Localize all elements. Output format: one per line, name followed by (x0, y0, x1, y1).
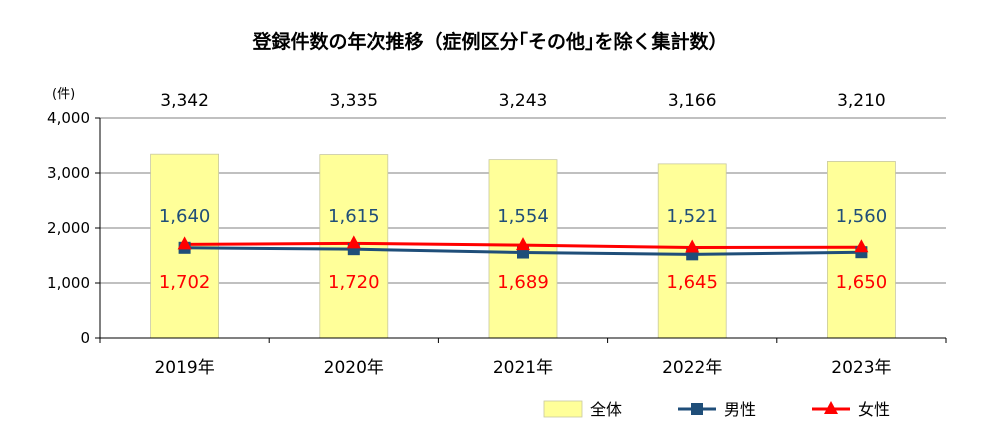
data-label-total: 3,166 (668, 91, 717, 111)
data-label-female: 1,689 (497, 272, 549, 293)
chart-title: 登録件数の年次推移（症例区分｢その他｣を除く集計数） (251, 30, 727, 53)
data-label-male: 1,554 (497, 206, 549, 227)
data-label-female: 1,720 (328, 272, 380, 293)
legend-label-female: 女性 (858, 400, 890, 419)
x-category-label: 2020年 (324, 358, 384, 378)
marker-female (516, 237, 530, 251)
data-label-total: 3,243 (499, 91, 548, 111)
legend-label-male: 男性 (724, 400, 756, 419)
x-category-label: 2021年 (493, 358, 553, 378)
marker-female (177, 236, 192, 250)
y-tick-label: 4,000 (47, 109, 90, 127)
legend-marker-male (691, 403, 703, 415)
y-tick-label: 2,000 (47, 219, 90, 237)
y-axis-unit-label: (件) (52, 87, 75, 102)
data-label-male: 1,615 (328, 206, 380, 227)
marker-female (346, 235, 361, 249)
legend-marker-female (824, 401, 838, 414)
data-label-total: 3,335 (329, 91, 378, 111)
y-tick-label: 0 (80, 329, 90, 347)
data-label-male: 1,640 (159, 206, 211, 227)
series-lines (177, 235, 869, 261)
y-tick-label: 1,000 (47, 274, 90, 292)
marker-female (854, 239, 869, 253)
y-tick-labels: 0 1,000 2,000 3,000 4,000 (47, 109, 90, 347)
x-category-label: 2023年 (831, 358, 891, 378)
data-label-female: 1,702 (159, 272, 211, 293)
legend-label-total: 全体 (590, 400, 622, 419)
data-label-total: 3,342 (160, 91, 209, 111)
data-label-total: 3,210 (837, 91, 886, 111)
marker-female (685, 239, 700, 253)
data-labels: 3,342 3,335 3,243 3,166 3,210 1,640 1,615 1,554… (159, 91, 887, 293)
data-label-male: 1,560 (836, 206, 888, 227)
x-category-label: 2019年 (154, 358, 214, 378)
axes (95, 117, 947, 343)
legend-swatch-total (543, 400, 583, 418)
data-label-male: 1,521 (666, 206, 718, 227)
data-label-female: 1,650 (836, 272, 888, 293)
data-label-female: 1,645 (666, 272, 718, 293)
x-category-label: 2022年 (662, 358, 722, 378)
x-category-labels: 2019年 2020年 2021年 2022年 2023年 (154, 358, 891, 378)
y-tick-label: 3,000 (47, 164, 90, 182)
legend: 全体 男性 女性 (543, 400, 890, 419)
